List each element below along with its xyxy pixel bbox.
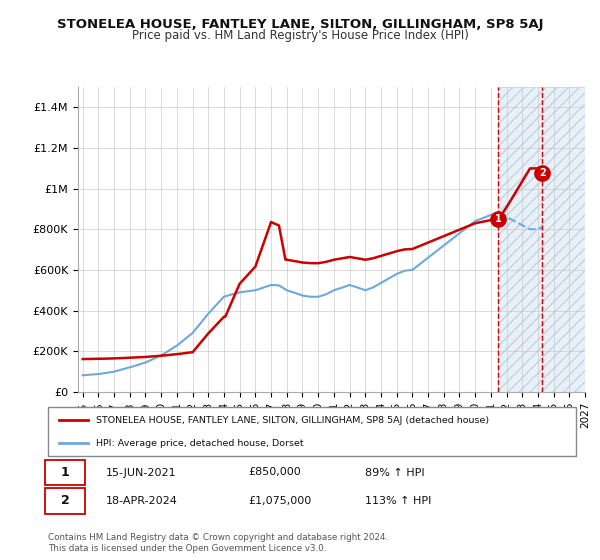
Text: 1: 1 (61, 466, 70, 479)
Text: 89% ↑ HPI: 89% ↑ HPI (365, 468, 424, 478)
Text: Contains HM Land Registry data © Crown copyright and database right 2024.
This d: Contains HM Land Registry data © Crown c… (48, 533, 388, 553)
Text: 1: 1 (494, 214, 501, 224)
Text: 113% ↑ HPI: 113% ↑ HPI (365, 496, 431, 506)
FancyBboxPatch shape (46, 488, 85, 514)
Text: Price paid vs. HM Land Registry's House Price Index (HPI): Price paid vs. HM Land Registry's House … (131, 29, 469, 42)
FancyBboxPatch shape (46, 460, 85, 486)
Text: STONELEA HOUSE, FANTLEY LANE, SILTON, GILLINGHAM, SP8 5AJ: STONELEA HOUSE, FANTLEY LANE, SILTON, GI… (57, 18, 543, 31)
Text: STONELEA HOUSE, FANTLEY LANE, SILTON, GILLINGHAM, SP8 5AJ (detached house): STONELEA HOUSE, FANTLEY LANE, SILTON, GI… (95, 416, 488, 425)
Text: 18-APR-2024: 18-APR-2024 (106, 496, 178, 506)
Text: 15-JUN-2021: 15-JUN-2021 (106, 468, 177, 478)
FancyBboxPatch shape (48, 407, 576, 456)
Bar (498, 87, 585, 392)
Bar (498, 87, 585, 392)
Text: £850,000: £850,000 (248, 468, 301, 478)
Text: £1,075,000: £1,075,000 (248, 496, 312, 506)
Text: 2: 2 (539, 168, 546, 178)
Text: 2: 2 (61, 494, 70, 507)
Text: HPI: Average price, detached house, Dorset: HPI: Average price, detached house, Dors… (95, 438, 303, 447)
